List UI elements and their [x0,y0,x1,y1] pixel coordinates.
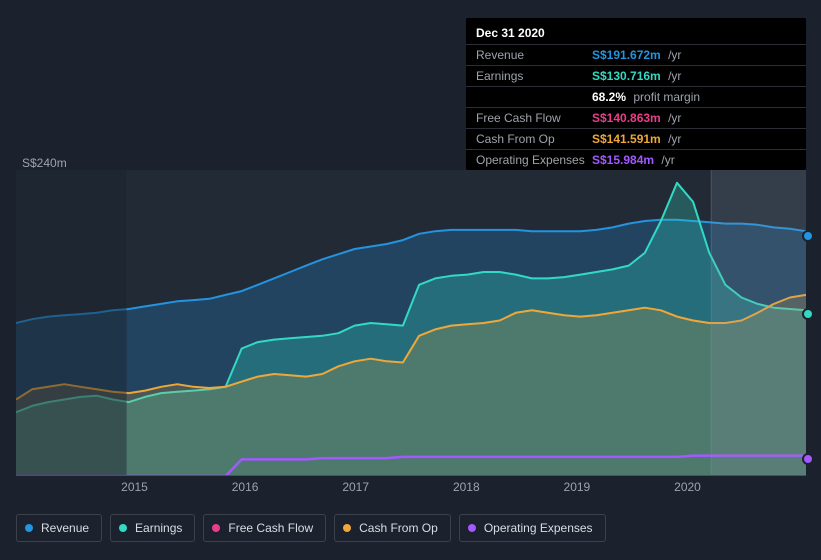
tooltip-row: 68.2% profit margin [466,86,806,107]
tooltip-value: S$141.591m /yr [592,132,681,146]
tooltip-unit: /yr [665,48,682,62]
tooltip-metric [476,90,592,104]
legend-label: Operating Expenses [484,521,593,535]
x-tick-label: 2015 [121,480,148,494]
tooltip-date: Dec 31 2020 [466,18,806,44]
tooltip-unit: /yr [665,69,682,83]
tooltip-metric: Free Cash Flow [476,111,592,125]
chart-legend: Revenue Earnings Free Cash Flow Cash From O… [16,514,606,542]
series-end-marker [802,308,814,320]
tooltip-value: S$140.863m /yr [592,111,681,125]
tooltip-row: RevenueS$191.672m /yr [466,44,806,65]
tooltip-metric: Cash From Op [476,132,592,146]
tooltip-row: Cash From OpS$141.591m /yr [466,128,806,149]
tooltip-row: EarningsS$130.716m /yr [466,65,806,86]
legend-dot-icon [212,524,220,532]
x-axis-labels: 2015 2016 2017 2018 2019 2020 [16,480,805,494]
tooltip-value: S$15.984m /yr [592,153,675,167]
legend-item-earnings[interactable]: Earnings [110,514,195,542]
tooltip-unit: profit margin [630,90,700,104]
x-tick-label: 2020 [674,480,701,494]
tooltip-unit: /yr [665,132,682,146]
tooltip-metric: Operating Expenses [476,153,592,167]
legend-dot-icon [343,524,351,532]
legend-label: Revenue [41,521,89,535]
x-tick-label: 2017 [342,480,369,494]
series-end-marker [802,453,814,465]
financial-chart: Dec 31 2020 RevenueS$191.672m /yrEarning… [0,0,821,560]
legend-item-freecashflow[interactable]: Free Cash Flow [203,514,326,542]
chart-tooltip: Dec 31 2020 RevenueS$191.672m /yrEarning… [466,18,806,170]
legend-dot-icon [25,524,33,532]
x-tick-label: 2018 [453,480,480,494]
tooltip-value: S$191.672m /yr [592,48,681,62]
tooltip-row: Operating ExpensesS$15.984m /yr [466,149,806,170]
legend-dot-icon [468,524,476,532]
tooltip-value: S$130.716m /yr [592,69,681,83]
tooltip-row: Free Cash FlowS$140.863m /yr [466,107,806,128]
tooltip-value: 68.2% profit margin [592,90,700,104]
tooltip-metric: Earnings [476,69,592,83]
tooltip-metric: Revenue [476,48,592,62]
x-tick-label: 2019 [564,480,591,494]
x-tick-label: 2016 [232,480,259,494]
legend-item-opex[interactable]: Operating Expenses [459,514,606,542]
legend-label: Cash From Op [359,521,438,535]
legend-label: Earnings [135,521,182,535]
legend-item-revenue[interactable]: Revenue [16,514,102,542]
legend-item-cashfromop[interactable]: Cash From Op [334,514,451,542]
y-axis-max: S$240m [22,156,67,170]
legend-label: Free Cash Flow [228,521,313,535]
tooltip-unit: /yr [665,111,682,125]
chart-plot[interactable] [16,170,806,476]
legend-dot-icon [119,524,127,532]
tooltip-unit: /yr [658,153,675,167]
series-end-marker [802,230,814,242]
